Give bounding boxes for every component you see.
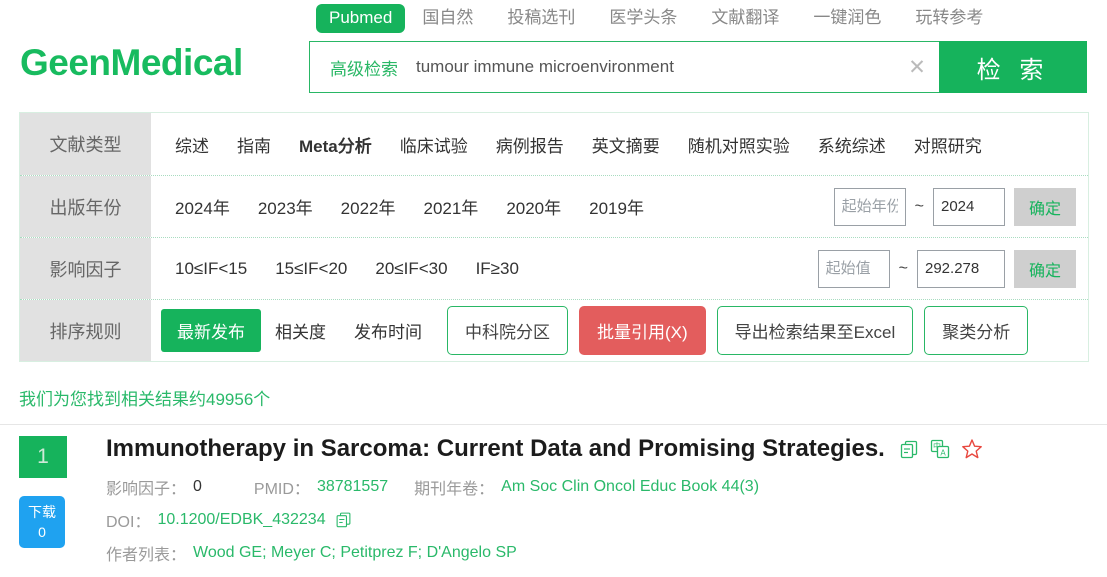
article-title-link[interactable]: Immunotherapy in Sarcoma: Current Data a… [106, 435, 885, 462]
download-badge[interactable]: 下载 0 [19, 496, 65, 548]
nav-item-journal-selection[interactable]: 投稿选刊 [507, 8, 576, 27]
nav-item-pubmed[interactable]: Pubmed [316, 3, 406, 33]
filter-options-impact-factor: 10≤IF<15 15≤IF<20 20≤IF<30 IF≥30 ~ 确定 [151, 238, 1088, 299]
if-to-input[interactable] [917, 249, 1005, 288]
year-to-input[interactable] [933, 187, 1005, 226]
download-label: 下载 [28, 503, 56, 520]
doc-type-option-systematic-review[interactable]: 系统综述 [817, 136, 886, 156]
pmid-value[interactable]: 38781557 [316, 477, 389, 495]
doc-type-option-clinical-trial[interactable]: 临床试验 [399, 136, 468, 156]
year-option-2022[interactable]: 2022年 [340, 199, 396, 218]
doi-value[interactable]: 10.1200/EDBK_432234 [157, 510, 326, 528]
impact-factor-value: 0 [193, 477, 202, 495]
filter-options-sort: 最新发布 相关度 发布时间 中科院分区 批量引用(X) 导出检索结果至Excel… [151, 300, 1088, 361]
journal-label: 期刊年卷： [414, 480, 495, 498]
pmid-label: PMID： [253, 480, 310, 498]
filter-options-year: 2024年 2023年 2022年 2021年 2020年 2019年 ~ 确定 [151, 176, 1088, 237]
result-rank-badge: 1 [19, 436, 67, 478]
article-title-row: Immunotherapy in Sarcoma: Current Data a… [106, 432, 1107, 466]
if-from-input[interactable] [817, 249, 890, 288]
doc-type-option-review[interactable]: 综述 [175, 136, 209, 156]
nav-item-guozran[interactable]: 国自然 [422, 8, 474, 27]
year-option-2023[interactable]: 2023年 [257, 199, 313, 218]
svg-text:中: 中 [933, 441, 941, 451]
doi-label: DOI： [106, 513, 151, 531]
filter-row-doc-type: 文献类型 综述 指南 Meta分析 临床试验 病例报告 英文摘要 随机对照实验 … [20, 113, 1088, 175]
export-excel-button[interactable]: 导出检索结果至Excel [716, 306, 914, 355]
impact-factor-label: 影响因子： [106, 480, 187, 498]
filter-label-doc-type: 文献类型 [20, 113, 151, 175]
doc-type-option-guideline[interactable]: 指南 [237, 136, 271, 156]
nav-item-references[interactable]: 玩转参考 [915, 8, 984, 27]
doc-type-option-meta-analysis[interactable]: Meta分析 [299, 136, 372, 156]
doc-type-option-controlled-study[interactable]: 对照研究 [913, 136, 982, 156]
journal-value[interactable]: Am Soc Clin Oncol Educ Book 44(3) [501, 477, 760, 495]
impact-factor-range-group: ~ 确定 [817, 249, 1076, 288]
sort-option-publish-time[interactable]: 发布时间 [354, 323, 422, 342]
filter-label-sort: 排序规则 [20, 300, 151, 361]
filter-row-sort: 排序规则 最新发布 相关度 发布时间 中科院分区 批量引用(X) 导出检索结果至… [20, 299, 1088, 361]
search-box: 高级检索 ✕ [309, 41, 939, 93]
search-button[interactable]: 检 索 [939, 41, 1087, 93]
copy-icon[interactable] [899, 439, 919, 459]
filter-label-year: 出版年份 [20, 176, 151, 237]
advanced-search-link[interactable]: 高级检索 [330, 59, 398, 79]
batch-cite-button[interactable]: 批量引用(X) [579, 306, 706, 355]
cas-partition-button[interactable]: 中科院分区 [447, 306, 568, 355]
if-option-15-20[interactable]: 15≤IF<20 [275, 258, 348, 278]
top-navigation: Pubmed 国自然 投稿选刊 医学头条 文献翻译 一键润色 玩转参考 [0, 0, 1107, 36]
download-count: 0 [38, 524, 46, 540]
year-option-2024[interactable]: 2024年 [175, 199, 230, 218]
if-option-20-30[interactable]: 20≤IF<30 [375, 258, 448, 278]
doc-type-option-english-abstract[interactable]: 英文摘要 [591, 136, 660, 156]
year-option-2021[interactable]: 2021年 [423, 199, 479, 218]
year-range-group: ~ 确定 [833, 187, 1076, 226]
year-option-2020[interactable]: 2020年 [506, 199, 562, 218]
authors-value[interactable]: Wood GE; Meyer C; Petitprez F; D'Angelo … [193, 543, 517, 561]
filter-panel: 文献类型 综述 指南 Meta分析 临床试验 病例报告 英文摘要 随机对照实验 … [19, 112, 1089, 362]
sort-option-relevance[interactable]: 相关度 [275, 323, 326, 342]
if-confirm-button[interactable]: 确定 [1014, 249, 1076, 288]
copy-icon[interactable] [335, 511, 352, 528]
article-body: Immunotherapy in Sarcoma: Current Data a… [106, 424, 1107, 565]
search-input[interactable] [412, 57, 905, 77]
doc-type-option-case-report[interactable]: 病例报告 [495, 136, 564, 156]
svg-text:A: A [940, 448, 946, 457]
list-item: 1 下载 0 Immunotherapy in Sarcoma: Current… [0, 424, 1107, 565]
year-confirm-button[interactable]: 确定 [1014, 187, 1076, 226]
nav-item-literature-translation[interactable]: 文献翻译 [711, 8, 780, 27]
year-option-2019[interactable]: 2019年 [589, 199, 644, 218]
if-range-separator: ~ [898, 259, 908, 277]
cluster-analysis-button[interactable]: 聚类分析 [924, 306, 1029, 355]
article-meta-line-1: 影响因子： 0 PMID： 38781557 期刊年卷： Am Soc Clin… [106, 475, 1107, 499]
nav-item-medical-headlines[interactable]: 医学头条 [609, 8, 678, 27]
filter-row-year: 出版年份 2024年 2023年 2022年 2021年 2020年 2019年… [20, 175, 1088, 237]
results-divider [0, 424, 1107, 425]
article-meta-line-authors: 作者列表： Wood GE; Meyer C; Petitprez F; D'A… [106, 541, 1107, 565]
top-navigation-items: Pubmed 国自然 投稿选刊 医学头条 文献翻译 一键润色 玩转参考 [316, 3, 1000, 33]
nav-item-one-click-polish[interactable]: 一键润色 [813, 8, 882, 27]
filter-row-impact-factor: 影响因子 10≤IF<15 15≤IF<20 20≤IF<30 IF≥30 ~ … [20, 237, 1088, 299]
result-count-text: 我们为您找到相关结果约49956个 [19, 390, 271, 409]
doc-type-option-rct[interactable]: 随机对照实验 [687, 136, 790, 156]
year-from-input[interactable] [833, 187, 906, 226]
if-option-10-15[interactable]: 10≤IF<15 [175, 258, 248, 278]
translate-icon[interactable]: 中 A [930, 439, 950, 459]
filter-label-impact-factor: 影响因子 [20, 238, 151, 299]
year-range-separator: ~ [914, 197, 924, 215]
article-meta-line-doi: DOI： 10.1200/EDBK_432234 [106, 508, 1107, 532]
authors-label: 作者列表： [106, 546, 187, 564]
sort-option-latest[interactable]: 最新发布 [161, 309, 261, 352]
star-icon[interactable] [961, 438, 983, 460]
search-bar: 高级检索 ✕ 检 索 [309, 41, 1087, 93]
if-option-30-plus[interactable]: IF≥30 [475, 258, 519, 278]
close-icon[interactable]: ✕ [908, 55, 926, 79]
article-action-icons: 中 A [899, 438, 983, 460]
brand-logo[interactable]: GeenMedical [20, 42, 243, 83]
filter-options-doc-type: 综述 指南 Meta分析 临床试验 病例报告 英文摘要 随机对照实验 系统综述 … [151, 113, 1088, 175]
